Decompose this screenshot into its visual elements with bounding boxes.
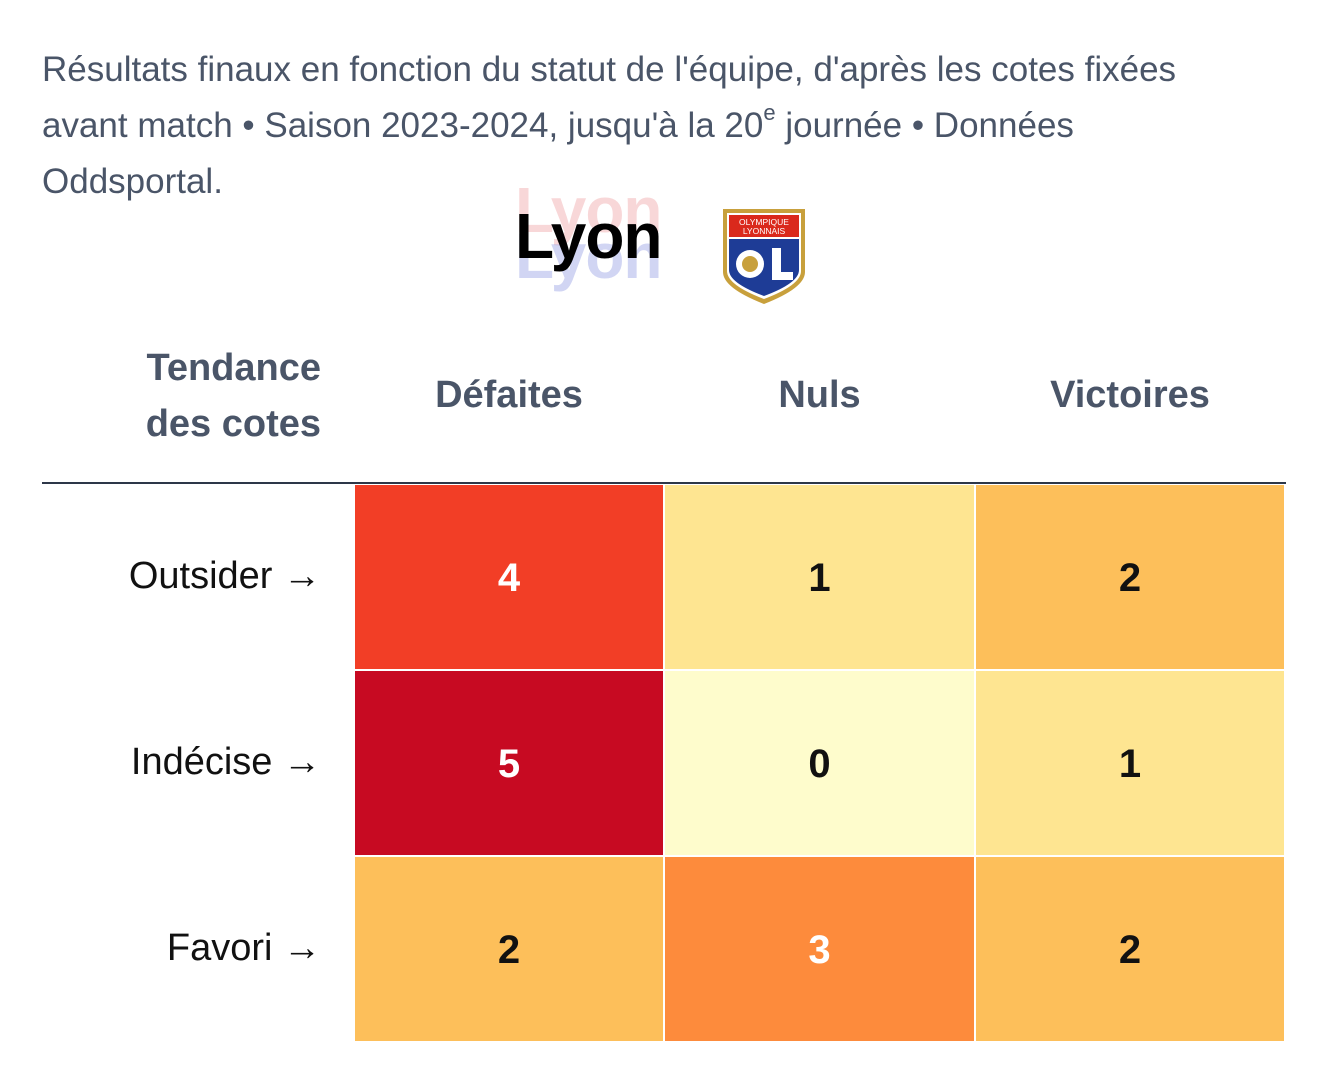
chart-subtitle: Résultats finaux en fonction du statut d… — [42, 42, 1262, 210]
heatmap-value-outsider-defaites: 4 — [498, 556, 521, 600]
row-axis-title: Tendance des cotes — [145, 347, 321, 445]
heatmap-value-outsider-nuls: 1 — [808, 556, 830, 600]
logo-top-text: OLYMPIQUE — [739, 217, 789, 227]
olympique-lyonnais-logo: OLYMPIQUE LYONNAIS — [723, 209, 805, 304]
heatmap-cell-favori-nuls — [665, 857, 974, 1041]
logo-bottom-text: LYONNAIS — [743, 226, 786, 236]
logo-red-band — [729, 215, 799, 237]
heatmap-cell-favori-defaites — [355, 857, 663, 1041]
heatmap-cell-indecise-victoires — [976, 671, 1284, 855]
heatmap-value-outsider-victoires: 2 — [1119, 556, 1141, 600]
logo-l-letter — [772, 248, 793, 280]
heatmap-cell-outsider-defaites — [355, 485, 663, 669]
team-name: Lyon — [515, 200, 662, 272]
row-label-outsider: Outsider → — [128, 555, 321, 597]
row-label-favori: Favori → — [166, 927, 321, 969]
heatmap-value-indecise-defaites: 5 — [498, 742, 520, 786]
subtitle-superscript: e — [763, 100, 776, 126]
heatmap-cell-favori-victoires — [976, 857, 1284, 1041]
heatmap-value-favori-nuls: 3 — [808, 928, 830, 972]
column-header-defaites: Défaites — [435, 374, 583, 416]
heatmap-cell-indecise-defaites — [355, 671, 663, 855]
row-label-indecise: Indécise → — [130, 741, 321, 783]
team-title-shadow-red: Lyon — [515, 174, 662, 246]
heatmap-value-indecise-victoires: 1 — [1119, 742, 1141, 786]
subtitle-text-start: Résultats finaux en fonction du statut d… — [42, 50, 1177, 145]
column-header-nuls: Nuls — [778, 374, 861, 416]
heatmap-cell-outsider-nuls — [665, 485, 974, 669]
lion-icon — [742, 256, 758, 272]
heatmap-value-indecise-nuls: 0 — [808, 742, 830, 786]
heatmap-value-favori-defaites: 2 — [498, 928, 520, 972]
results-heatmap: 4 1 2 5 0 1 2 3 2 — [355, 485, 1284, 1041]
subtitle-text-end: journée • Données Oddsportal. — [42, 106, 1074, 201]
heatmap-value-favori-victoires: 2 — [1119, 928, 1141, 972]
column-header-victoires: Victoires — [1050, 374, 1210, 416]
heatmap-cell-outsider-victoires — [976, 485, 1284, 669]
header-divider — [42, 482, 1286, 484]
team-title: Lyon Lyon Lyon — [505, 174, 695, 330]
heatmap-cell-indecise-nuls — [665, 671, 974, 855]
team-title-shadow-blue: Lyon — [515, 220, 662, 292]
